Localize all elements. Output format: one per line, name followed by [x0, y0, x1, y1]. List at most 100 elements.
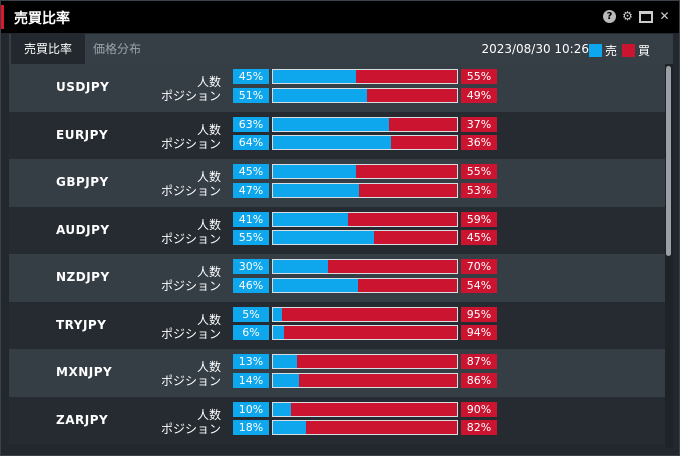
position-label: ポジション — [160, 231, 221, 246]
people-label: 人数 — [196, 360, 221, 374]
position-sell-fill — [273, 183, 360, 197]
window-title: 売買比率 — [14, 11, 70, 27]
position-buy-pct: 49% — [461, 87, 497, 103]
people-buy-pct: 90% — [461, 401, 497, 417]
position-label: ポジション — [160, 374, 221, 388]
maximize-icon[interactable] — [639, 10, 653, 23]
scrollbar-thumb[interactable] — [666, 66, 671, 256]
position-sell-pct: 18% — [233, 420, 269, 435]
position-sell-pct: 6% — [233, 325, 269, 340]
tab-bar: 売買比率 価格分布 2023/08/30 10:26 売 買 — [9, 34, 673, 64]
position-buy-pct: 86% — [461, 372, 497, 388]
position-buy-pct: 94% — [461, 325, 497, 340]
people-sell-fill — [273, 70, 356, 83]
people-label: 人数 — [196, 75, 221, 89]
position-ratio-bar — [272, 182, 458, 198]
position-buy-pct: 45% — [461, 230, 497, 245]
people-buy-pct: 55% — [461, 69, 497, 84]
pair-name: GBPJPY — [56, 175, 109, 189]
buy-swatch — [621, 44, 635, 57]
people-ratio-bar — [272, 211, 458, 227]
people-label: 人数 — [196, 217, 221, 232]
people-ratio-bar — [272, 69, 458, 84]
close-icon[interactable]: ✕ — [659, 9, 670, 23]
people-sell-pct: 41% — [233, 211, 269, 227]
people-label: 人数 — [196, 265, 221, 279]
people-sell-pct: 45% — [233, 69, 269, 84]
people-buy-pct: 37% — [461, 116, 497, 132]
people-buy-pct: 95% — [461, 306, 497, 322]
row-nzdjpy: NZDJPY 人数 ポジション 30% 70% 46% 54% — [9, 254, 665, 302]
people-buy-pct: 70% — [461, 259, 497, 274]
people-sell-pct: 13% — [233, 354, 269, 369]
people-sell-pct: 63% — [233, 116, 269, 132]
position-buy-pct: 82% — [461, 420, 497, 435]
people-buy-pct: 87% — [461, 354, 497, 369]
row-audjpy: AUDJPY 人数 ポジション 41% 59% 55% 45% — [9, 206, 665, 254]
people-sell-fill — [273, 260, 329, 273]
position-label: ポジション — [160, 326, 221, 341]
position-sell-pct: 46% — [233, 277, 269, 293]
tab-ratio[interactable]: 売買比率 — [11, 34, 85, 64]
row-usdjpy: USDJPY 人数 ポジション 45% 55% 51% 49% — [9, 64, 665, 112]
people-ratio-bar — [272, 354, 458, 369]
position-label: ポジション — [160, 89, 221, 103]
people-label: 人数 — [196, 122, 221, 137]
sell-legend-label: 売 — [604, 44, 617, 58]
position-sell-pct: 51% — [233, 87, 269, 103]
people-sell-pct: 45% — [233, 164, 269, 179]
position-label: ポジション — [160, 184, 221, 198]
position-sell-pct: 55% — [233, 230, 269, 245]
tab-price-distribution[interactable]: 価格分布 — [93, 42, 142, 56]
position-sell-fill — [273, 136, 391, 149]
position-sell-fill — [273, 421, 307, 434]
legend: 売 買 — [588, 42, 655, 59]
position-ratio-bar — [272, 230, 458, 245]
people-ratio-bar — [272, 401, 458, 417]
people-sell-pct: 30% — [233, 259, 269, 274]
people-buy-pct: 55% — [461, 164, 497, 179]
position-sell-pct: 64% — [233, 135, 269, 150]
position-label: ポジション — [160, 421, 221, 436]
title-accent — [1, 5, 4, 29]
position-ratio-bar — [272, 372, 458, 388]
row-gbpjpy: GBPJPY 人数 ポジション 45% 55% 47% 53% — [9, 159, 665, 207]
people-sell-pct: 5% — [233, 306, 269, 322]
people-label: 人数 — [196, 407, 221, 422]
position-label: ポジション — [160, 279, 221, 293]
people-sell-fill — [273, 307, 283, 321]
people-sell-fill — [273, 212, 349, 226]
people-sell-pct: 10% — [233, 401, 269, 417]
people-sell-fill — [273, 165, 356, 178]
position-sell-fill — [273, 88, 367, 102]
people-label: 人数 — [196, 312, 221, 327]
row-zarjpy: ZARJPY 人数 ポジション 10% 90% 18% 82% — [9, 396, 665, 444]
people-sell-fill — [273, 402, 292, 416]
pair-name: NZDJPY — [56, 270, 110, 284]
pair-name: MXNJPY — [56, 365, 113, 379]
people-buy-pct: 59% — [461, 211, 497, 227]
people-ratio-bar — [272, 259, 458, 274]
scrollbar[interactable] — [665, 64, 673, 448]
people-sell-fill — [273, 355, 297, 368]
position-buy-pct: 53% — [461, 182, 497, 198]
position-sell-pct: 14% — [233, 372, 269, 388]
help-icon[interactable]: ? — [603, 10, 616, 23]
position-sell-fill — [273, 231, 375, 244]
people-ratio-bar — [272, 116, 458, 132]
ratio-list: USDJPY 人数 ポジション 45% 55% 51% 49% EURJPY 人数 ポジション 63… — [9, 64, 665, 448]
row-mxnjpy: MXNJPY 人数 ポジション 13% 87% 14% 86% — [9, 349, 665, 397]
people-sell-fill — [273, 117, 389, 131]
buy-legend-label: 買 — [637, 44, 650, 58]
people-label: 人数 — [196, 170, 221, 184]
position-ratio-bar — [272, 277, 458, 293]
position-sell-pct: 47% — [233, 182, 269, 198]
gear-icon[interactable]: ⚙ — [622, 9, 633, 23]
pair-name: USDJPY — [56, 80, 110, 94]
position-buy-pct: 36% — [461, 135, 497, 150]
pair-name: AUDJPY — [56, 222, 110, 237]
sell-swatch — [588, 44, 602, 57]
position-sell-fill — [273, 326, 285, 339]
pair-name: ZARJPY — [56, 412, 109, 427]
position-ratio-bar — [272, 325, 458, 340]
